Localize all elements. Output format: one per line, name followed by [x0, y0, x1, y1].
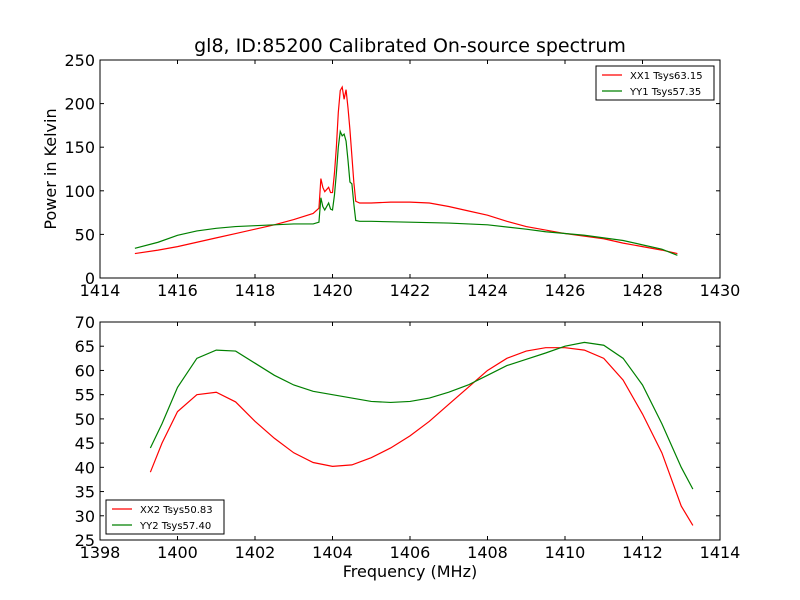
bottom-x-tick-label: 1412 — [622, 543, 663, 562]
top-series-line-2 — [134, 129, 678, 256]
bottom-y-tick-label: 30 — [75, 507, 95, 526]
bottom-x-tick-label: 1400 — [157, 543, 198, 562]
top-y-tick-label: 250 — [64, 51, 95, 70]
bottom-x-tick-label: 1398 — [80, 543, 121, 562]
bottom-legend-box — [105, 499, 225, 535]
top-plot: 1414 1416 1418 1420 1422 1424 1426 1428 1430 0 50 1… — [41, 51, 740, 300]
top-x-tick-label: 1424 — [467, 281, 508, 300]
top-y-tick-label: 50 — [75, 225, 95, 244]
bottom-x-tick-label: 1408 — [467, 543, 508, 562]
top-x-tick-label: 1416 — [157, 281, 198, 300]
top-x-tick-label: 1428 — [622, 281, 663, 300]
bottom-legend: XX2 Tsys50.83 YY2 Tsys57.40 — [105, 499, 225, 535]
top-y-axis-label: Power in Kelvin — [41, 108, 60, 229]
top-legend-box — [595, 65, 715, 101]
bottom-y-tick-label: 45 — [75, 434, 95, 453]
bottom-legend-label: YY2 Tsys57.40 — [139, 521, 211, 532]
top-y-tick-label: 200 — [64, 95, 95, 114]
bottom-x-tick-label: 1406 — [390, 543, 431, 562]
bottom-x-tick-label: 1402 — [235, 543, 276, 562]
bottom-x-tick-label: 1410 — [545, 543, 586, 562]
bottom-x-axis-label: Frequency (MHz) — [343, 562, 477, 581]
bottom-series-line-1 — [149, 347, 694, 526]
bottom-x-tick-label: 1404 — [312, 543, 353, 562]
top-x-tick-label: 1430 — [700, 281, 741, 300]
top-legend: XX1 Tsys63.15 YY1 Tsys57.35 — [595, 65, 715, 101]
top-x-tick-label: 1426 — [545, 281, 586, 300]
bottom-y-tick-label: 65 — [75, 337, 95, 356]
top-legend-label: YY1 Tsys57.35 — [629, 87, 701, 98]
top-x-tick-label: 1418 — [235, 281, 276, 300]
bottom-y-tick-label: 55 — [75, 386, 95, 405]
top-y-tick-label: 100 — [64, 182, 95, 201]
bottom-series-line-2 — [149, 341, 694, 490]
bottom-y-tick-label: 60 — [75, 361, 95, 380]
top-y-tick-label: 150 — [64, 138, 95, 157]
bottom-y-tick-label: 25 — [75, 531, 95, 550]
bottom-legend-label: XX2 Tsys50.83 — [140, 505, 213, 516]
bottom-y-tick-label: 40 — [75, 458, 95, 477]
top-x-tick-label: 1422 — [390, 281, 431, 300]
top-x-tick-label: 1420 — [312, 281, 353, 300]
top-x-tick-label: 1414 — [80, 281, 121, 300]
bottom-plot: 1398 1400 1402 1404 1406 1408 1410 1412 1414 25 30… — [75, 313, 741, 581]
top-y-tick-label: 0 — [85, 269, 95, 288]
top-series-line-1 — [134, 85, 678, 255]
top-legend-label: XX1 Tsys63.15 — [630, 71, 703, 82]
bottom-y-tick-label: 50 — [75, 410, 95, 429]
bottom-y-tick-label: 35 — [75, 483, 95, 502]
bottom-y-tick-label: 70 — [75, 313, 95, 332]
figure-title: gl8, ID:85200 Calibrated On-source spect… — [194, 35, 626, 57]
bottom-x-tick-label: 1414 — [700, 543, 741, 562]
